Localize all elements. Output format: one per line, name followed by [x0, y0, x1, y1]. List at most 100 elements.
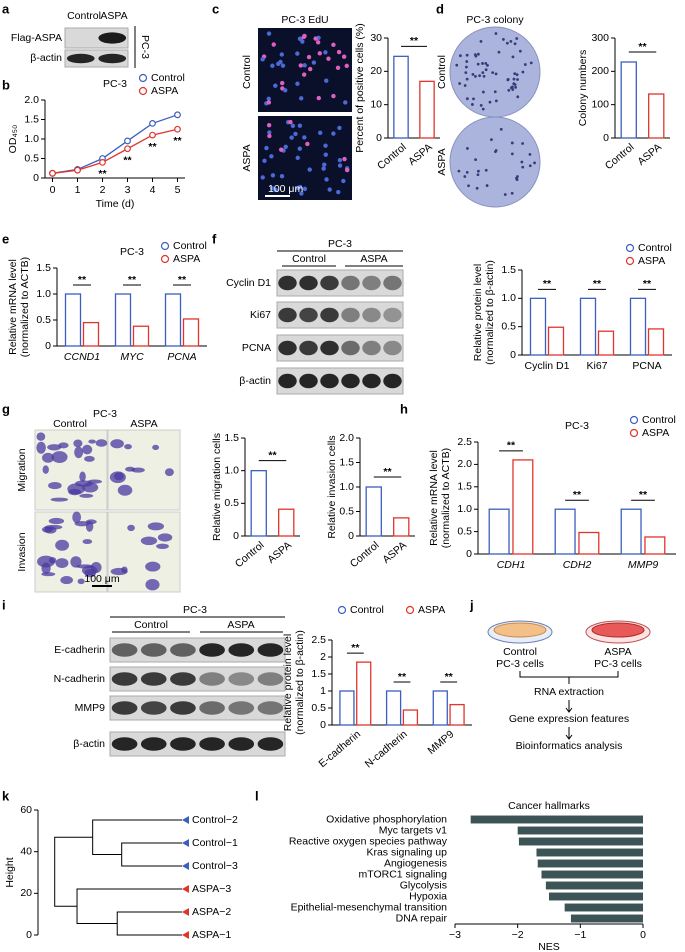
- dish-cells: [591, 622, 645, 638]
- row-label: β-actin: [30, 52, 62, 64]
- blot-band: [199, 701, 225, 715]
- cell: [110, 567, 128, 576]
- nucleus: [278, 147, 284, 152]
- colony: [473, 53, 477, 56]
- row-label: Cyclin D1: [226, 277, 271, 289]
- bar: [114, 293, 132, 347]
- cell: [124, 443, 132, 450]
- colony: [465, 77, 469, 81]
- colony: [515, 37, 519, 40]
- step: Bioinformatics analysis: [516, 740, 623, 752]
- nucleus: [279, 52, 285, 57]
- blot-band: [320, 340, 339, 356]
- colony: [485, 184, 489, 187]
- panel-label: i: [2, 597, 6, 612]
- cell: [145, 561, 161, 572]
- cell: [85, 519, 97, 525]
- nucleus: [266, 31, 272, 36]
- y-tick-label: 1.5: [457, 481, 472, 493]
- bar: [517, 826, 643, 835]
- y-tick-label: Reactive oxygen species pathway: [289, 835, 448, 847]
- x-tick-label: ASPA: [380, 539, 409, 566]
- nucleus: [273, 187, 278, 193]
- legend-label: Control: [350, 604, 384, 616]
- point: [124, 145, 131, 153]
- bar: [64, 293, 82, 347]
- blot-band: [140, 643, 167, 657]
- cell: [72, 511, 82, 524]
- bar: [339, 690, 355, 726]
- x-tick-label: 0: [640, 929, 646, 941]
- blot-band: [170, 643, 196, 657]
- colony: [529, 61, 533, 65]
- legend-marker: [405, 605, 415, 615]
- blot-band: [362, 307, 381, 323]
- x-tick-label: −1: [574, 929, 586, 941]
- cell: [110, 439, 124, 449]
- bar: [536, 848, 643, 857]
- leaf-marker: [182, 908, 189, 916]
- blot-band: [140, 737, 167, 751]
- legend-label: ASPA: [418, 604, 445, 616]
- point: [99, 158, 106, 166]
- blot-band: [320, 373, 339, 389]
- image-title: PC-3 EdU: [281, 14, 328, 26]
- panel-label: k: [2, 788, 10, 803]
- nucleus: [337, 157, 343, 163]
- row-label: Invasion: [16, 532, 28, 571]
- x-tick-label: E-cadherin: [316, 728, 363, 770]
- nucleus: [322, 162, 327, 167]
- colony: [471, 72, 475, 76]
- bar: [529, 297, 547, 356]
- nucleus: [311, 60, 317, 65]
- colony: [463, 84, 467, 87]
- annotation: **: [148, 141, 157, 153]
- x-tick-label: 2: [100, 184, 106, 196]
- legend-label: Control: [151, 72, 185, 84]
- colony: [521, 142, 525, 145]
- x-tick-label: 3: [125, 184, 131, 196]
- y-tick-label: Myc targets v1: [379, 824, 447, 836]
- nucleus: [266, 100, 272, 105]
- y-tick-label: 2.5: [457, 436, 472, 448]
- y-tick-label: 1.5: [224, 432, 239, 444]
- y-tick-label: 2: [320, 651, 326, 663]
- nucleus: [300, 39, 305, 44]
- colony: [521, 165, 525, 169]
- blot-band: [383, 373, 402, 389]
- row-label: PCNA: [242, 342, 271, 354]
- blot-strip: [109, 666, 286, 692]
- nucleus: [331, 93, 336, 99]
- blot-band: [228, 701, 255, 715]
- significance-label: **: [445, 671, 454, 683]
- y-tick-label: 0.5: [501, 320, 516, 332]
- blot-band: [199, 737, 225, 751]
- blot-band: [299, 275, 318, 291]
- significance-label: **: [638, 41, 647, 53]
- bar: [393, 517, 410, 537]
- colony: [484, 68, 488, 72]
- nucleus: [307, 167, 312, 172]
- dish-label: ASPA: [604, 646, 631, 658]
- significance-label: **: [268, 449, 277, 461]
- row-label: Flag-ASPA: [11, 32, 62, 44]
- x-tick-label: 5: [175, 184, 181, 196]
- panel-label: d: [436, 1, 444, 16]
- blot-band: [278, 373, 297, 389]
- colony: [510, 191, 514, 195]
- y-tick-label: 10: [370, 98, 382, 110]
- leaf-label: ASPA−3: [192, 883, 231, 895]
- y-tick-label: 0.5: [339, 505, 354, 517]
- cell-line: PC-3: [139, 35, 151, 59]
- row-label: Ki67: [250, 309, 271, 321]
- significance-label: **: [643, 278, 652, 290]
- leaf-label: Control−1: [192, 837, 238, 849]
- nucleus: [302, 186, 308, 192]
- cell: [88, 439, 96, 444]
- y-axis-label: Colony numbers: [577, 50, 589, 126]
- cell: [82, 444, 93, 455]
- scale-label: 100 μm: [268, 183, 303, 195]
- y-axis-label: OD₄₅₀: [7, 125, 19, 154]
- colony: [511, 55, 515, 59]
